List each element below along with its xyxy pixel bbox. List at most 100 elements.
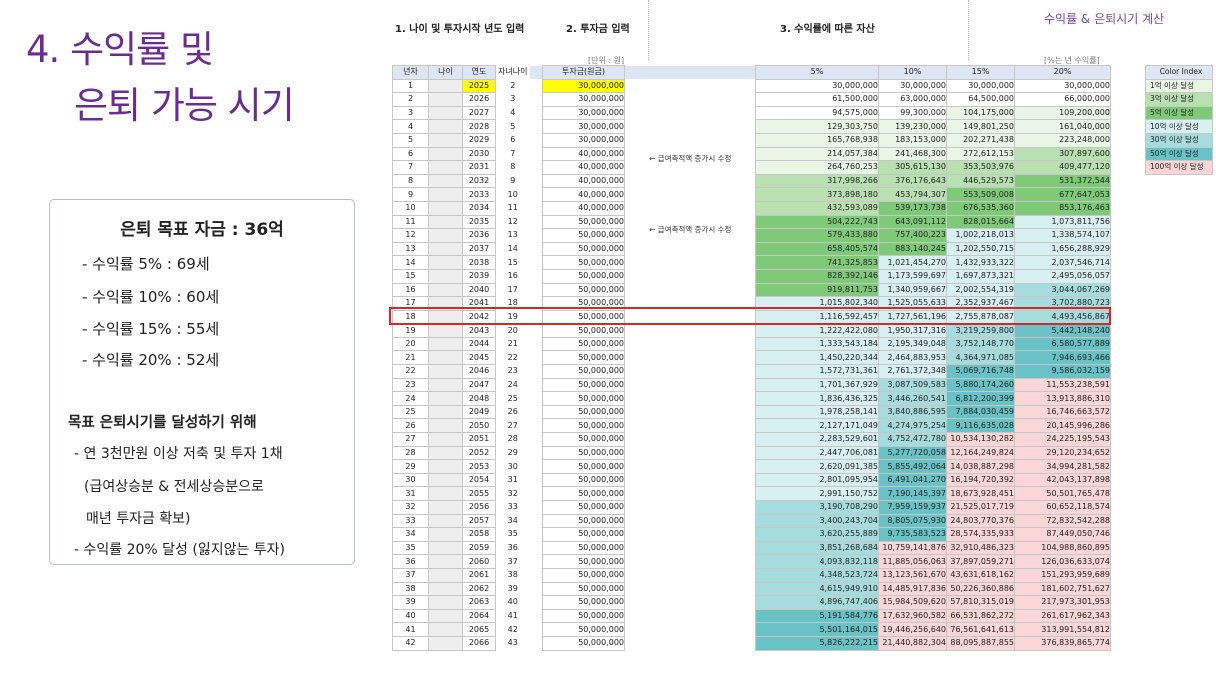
- table-row: 5 2029 6 30,000,000 165,768,938 183,153,000 20…: [392, 132, 1111, 148]
- cell-asset: 2,195,349,048: [878, 336, 947, 352]
- cell-child-age: 39: [507, 583, 518, 593]
- spacer: [530, 378, 543, 392]
- cell-age: [428, 635, 463, 651]
- cell-asset: 64,500,000: [946, 92, 1015, 107]
- cell-age: [428, 282, 463, 298]
- cell-asset: 2,755,878,087: [946, 309, 1015, 325]
- retirement-goal: 은퇴 목표 자금 : 36억: [120, 220, 284, 240]
- spacer: [530, 623, 543, 637]
- cell-asset: 1,978,258,141: [755, 404, 879, 420]
- cell-year-no: 4: [392, 119, 429, 134]
- cell-asset: 129,303,750: [755, 119, 879, 134]
- spacer: [530, 568, 543, 582]
- legend-row: 5억 이상 달성: [1145, 105, 1213, 121]
- cell-investment: 50,000,000: [542, 296, 625, 311]
- cell-child-age: 2: [510, 80, 516, 90]
- cell-age: [428, 146, 463, 162]
- cell-asset: 1,950,317,316: [878, 323, 947, 338]
- cell-year: 2041: [462, 296, 496, 311]
- cell-asset: 261,617,962,343: [1014, 608, 1111, 624]
- spacer: [530, 256, 543, 270]
- cell-asset: 539,173,738: [878, 200, 947, 216]
- header-child-age: 자녀나이: [495, 65, 530, 80]
- cell-asset: 9,586,032,159: [1014, 364, 1111, 379]
- spacer: [625, 446, 756, 460]
- cell-child-age: 3: [510, 94, 516, 104]
- legend-row: 3억 이상 달성: [1145, 92, 1213, 107]
- cell-year: 2034: [462, 200, 496, 216]
- cell-child-age: 19: [507, 311, 518, 321]
- cell-asset: 161,040,000: [1014, 119, 1111, 134]
- table-row: 42 2066 43 50,000,000 5,826,222,215 21,440,88…: [392, 635, 1111, 651]
- table-row: 27 2051 28 50,000,000 2,283,529,601 4,752,472…: [392, 432, 1111, 447]
- cell-asset: 6,580,577,889: [1014, 336, 1111, 352]
- cell-year-no: 5: [392, 132, 429, 148]
- spacer: [530, 147, 543, 161]
- table-row: 30 2054 31 50,000,000 2,801,095,954 6,491,041…: [392, 472, 1111, 488]
- spacer: [530, 501, 543, 515]
- cell-year-no: 12: [392, 228, 429, 243]
- cell-investment: 50,000,000: [542, 404, 625, 420]
- cell-year: 2032: [462, 173, 496, 189]
- cell-child-age: 16: [507, 271, 518, 281]
- cell-asset: 223,248,000: [1014, 132, 1111, 148]
- table-row: 40 2064 41 50,000,000 5,191,584,776 17,632,96…: [392, 608, 1111, 624]
- cell-asset: 149,801,250: [946, 119, 1015, 134]
- spacer: [530, 446, 543, 460]
- cell-investment: 50,000,000: [542, 418, 625, 434]
- spacer: [530, 487, 543, 501]
- slide-title-line1: 4. 수익률 및: [26, 28, 214, 71]
- cell-child-age: 30: [507, 461, 518, 471]
- cell-asset: 21,525,017,719: [946, 500, 1015, 515]
- cell-asset: 272,612,153: [946, 146, 1015, 162]
- cell-investment: 50,000,000: [542, 622, 625, 637]
- cell-investment: 40,000,000: [542, 173, 625, 189]
- cell-child-age: 37: [507, 556, 518, 566]
- cell-year-no: 27: [392, 432, 429, 447]
- cell-asset: 29,120,234,652: [1014, 445, 1111, 461]
- cell-year-no: 21: [392, 350, 429, 366]
- cell-asset: 676,535,360: [946, 200, 1015, 216]
- spacer: [625, 473, 756, 487]
- cell-investment: 30,000,000: [542, 132, 625, 148]
- cell-asset: 5,880,174,260: [946, 377, 1015, 393]
- header-year: 연도: [462, 65, 496, 80]
- cell-asset: 2,495,056,057: [1014, 268, 1111, 284]
- header-divider: [968, 0, 969, 60]
- cell-asset: 376,839,865,774: [1014, 635, 1111, 651]
- cell-asset: 446,529,573: [946, 173, 1015, 189]
- spacer: [530, 297, 543, 311]
- cell-asset: 66,531,862,272: [946, 608, 1015, 624]
- cell-age: [428, 323, 463, 338]
- table-row: 34 2058 35 50,000,000 3,620,255,889 9,735,583…: [392, 527, 1111, 542]
- cell-asset: 2,127,171,049: [755, 418, 879, 434]
- salary-note: ← 급여축적액 증가시 수정: [649, 225, 732, 234]
- table-row: 18 2042 19 50,000,000 1,116,592,457 1,727,561…: [392, 309, 1111, 325]
- cell-asset: 1,073,811,756: [1014, 214, 1111, 230]
- cell-asset: 2,002,554,319: [946, 282, 1015, 298]
- cell-year-no: 34: [392, 527, 429, 542]
- cell-investment: 30,000,000: [542, 78, 625, 94]
- cell-asset: 1,338,574,107: [1014, 228, 1111, 243]
- legend-item: 50억 이상 달성: [1145, 146, 1213, 162]
- table-row: 33 2057 34 50,000,000 3,400,243,704 8,805,075…: [392, 513, 1111, 529]
- cell-year: 2052: [462, 445, 496, 461]
- spacer: [530, 79, 543, 93]
- cell-asset: 50,501,765,478: [1014, 486, 1111, 501]
- cell-asset: 202,271,438: [946, 132, 1015, 148]
- spacer: [625, 636, 756, 650]
- cell-child-age: 11: [507, 203, 518, 213]
- cell-year-no: 26: [392, 418, 429, 434]
- cell-investment: 50,000,000: [542, 268, 625, 284]
- cell-year: 2044: [462, 336, 496, 352]
- cell-age: [428, 513, 463, 529]
- spacer: [625, 378, 756, 392]
- cell-asset: 2,464,883,953: [878, 350, 947, 366]
- cell-year: 2036: [462, 228, 496, 243]
- cell-investment: 50,000,000: [542, 608, 625, 624]
- table-row: 9 2033 10 40,000,000 373,898,180 453,794,307 5…: [392, 187, 1111, 202]
- cell-age: [428, 228, 463, 243]
- table-row: 32 2056 33 50,000,000 3,190,708,290 7,959,159…: [392, 500, 1111, 515]
- table-row: 17 2041 18 50,000,000 1,015,802,340 1,525,055…: [392, 296, 1111, 311]
- cell-child-age: 17: [507, 284, 518, 294]
